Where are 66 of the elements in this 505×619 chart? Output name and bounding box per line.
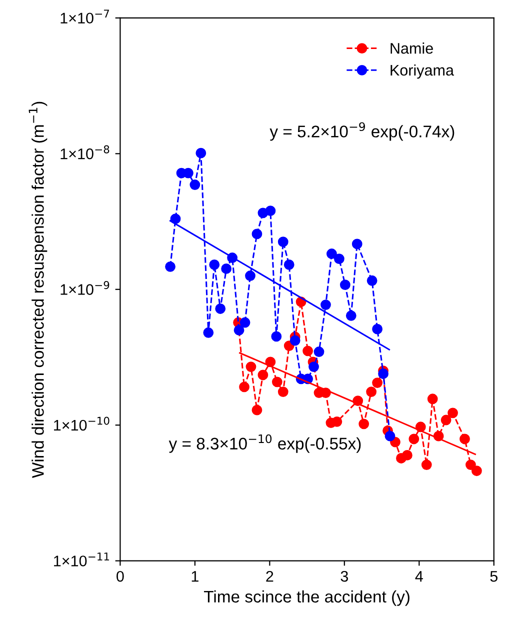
point (440, 414, 452, 426)
point (252, 404, 262, 416)
annotation: y = 5.2×10$^{−9}$ exp(-0.74x) (270, 122, 454, 141)
point (372, 324, 383, 334)
point (165, 261, 176, 272)
y-tick-label: 1×10$^{−11}$ (54, 552, 110, 566)
point (278, 236, 288, 248)
point (366, 275, 378, 286)
point (366, 386, 377, 397)
point (271, 331, 282, 342)
point (402, 450, 412, 460)
legend-label: Koriyama (390, 64, 454, 79)
point (334, 254, 344, 264)
point (234, 325, 244, 336)
point (209, 259, 220, 270)
y-tick-label: 1×10$^{−10}$ (54, 416, 110, 431)
point (190, 180, 200, 190)
point (340, 280, 350, 290)
x-tick-label: 0 (116, 570, 124, 582)
x-tick-label: 5 (490, 571, 498, 582)
point (326, 248, 337, 259)
point (203, 327, 214, 338)
y-axis-title: Wind direction corrected resuspension factor (m$^{−1}$) (28, 102, 48, 478)
point (352, 238, 362, 250)
point (246, 362, 256, 372)
point (252, 228, 262, 240)
point (196, 148, 206, 158)
point (278, 386, 288, 397)
point (170, 214, 181, 224)
y-tick-label: 1×10$^{−8}$ (60, 145, 110, 160)
point (384, 430, 396, 442)
point (372, 378, 383, 388)
annotation: y = 8.3×10$^{−10}$ exp(-0.55x) (168, 434, 361, 453)
point (320, 300, 331, 310)
point (332, 416, 342, 427)
point (408, 434, 420, 444)
point (302, 346, 313, 356)
point (421, 460, 432, 470)
point (284, 259, 294, 270)
y-tick-label: 1×10$^{−9}$ (60, 281, 110, 295)
point (314, 346, 324, 357)
point (460, 434, 470, 444)
x-tick-label: 3 (340, 570, 348, 582)
point (290, 335, 300, 346)
point (239, 382, 250, 392)
point (427, 394, 438, 404)
point (308, 362, 319, 372)
legend-label: Namie (390, 42, 433, 54)
x-tick-label: 4 (415, 571, 423, 582)
point (471, 466, 482, 476)
point (448, 408, 458, 418)
x-axis-title: Time scince the accident (y) (204, 590, 410, 606)
point (221, 264, 232, 274)
point (240, 317, 250, 328)
point (358, 418, 370, 430)
point (215, 304, 226, 314)
point (346, 310, 356, 321)
point (272, 376, 282, 388)
x-tick-label: 2 (266, 570, 274, 582)
point (378, 368, 388, 379)
y-tick-label: 1×10$^{−7}$ (60, 10, 109, 24)
point (245, 270, 256, 281)
point (258, 370, 268, 380)
x-tick-label: 1 (192, 571, 198, 582)
point (466, 460, 476, 470)
point (265, 206, 276, 216)
